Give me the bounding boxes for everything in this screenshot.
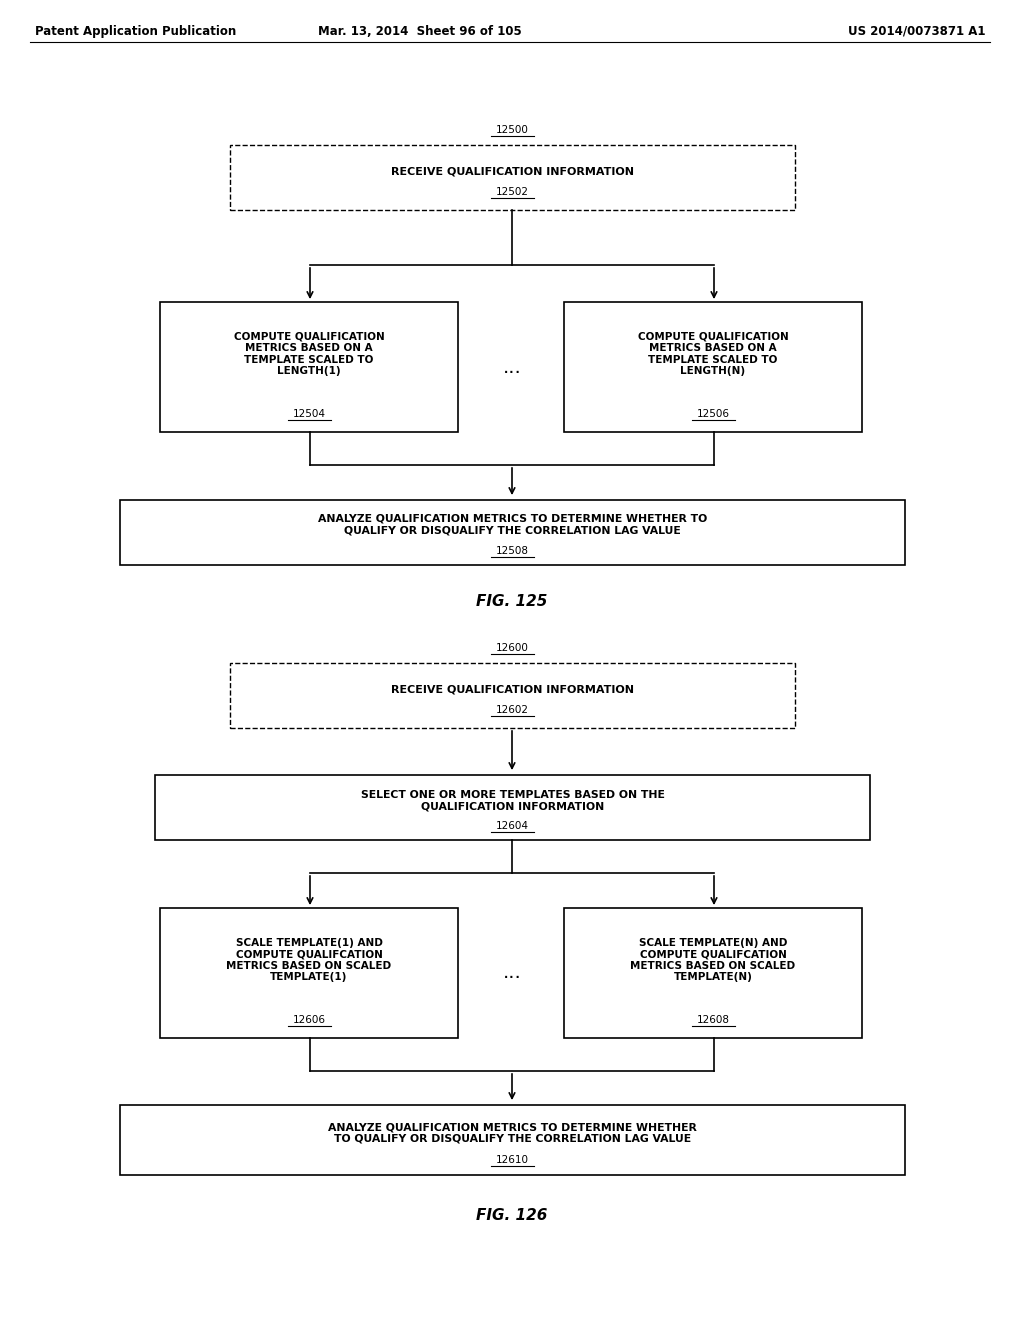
Text: Patent Application Publication: Patent Application Publication [35,25,237,38]
Text: SCALE TEMPLATE(N) AND
COMPUTE QUALIFCATION
METRICS BASED ON SCALED
TEMPLATE(N): SCALE TEMPLATE(N) AND COMPUTE QUALIFCATI… [631,937,796,982]
Text: 12508: 12508 [496,546,529,556]
Text: 12502: 12502 [496,187,529,197]
Text: ANALYZE QUALIFICATION METRICS TO DETERMINE WHETHER
TO QUALIFY OR DISQUALIFY THE : ANALYZE QUALIFICATION METRICS TO DETERMI… [328,1122,697,1144]
FancyBboxPatch shape [155,775,870,840]
Text: ...: ... [503,358,521,376]
Text: SCALE TEMPLATE(1) AND
COMPUTE QUALIFCATION
METRICS BASED ON SCALED
TEMPLATE(1): SCALE TEMPLATE(1) AND COMPUTE QUALIFCATI… [226,937,391,982]
Text: ...: ... [503,964,521,982]
Text: COMPUTE QUALIFICATION
METRICS BASED ON A
TEMPLATE SCALED TO
LENGTH(N): COMPUTE QUALIFICATION METRICS BASED ON A… [638,331,788,376]
Text: SELECT ONE OR MORE TEMPLATES BASED ON THE
QUALIFICATION INFORMATION: SELECT ONE OR MORE TEMPLATES BASED ON TH… [360,791,665,812]
Text: 12606: 12606 [293,1015,326,1026]
Text: 12600: 12600 [496,643,528,653]
Text: 12608: 12608 [696,1015,729,1026]
Text: FIG. 126: FIG. 126 [476,1208,548,1222]
Text: US 2014/0073871 A1: US 2014/0073871 A1 [848,25,985,38]
Text: 12500: 12500 [496,125,528,135]
FancyBboxPatch shape [160,908,458,1038]
Text: 12604: 12604 [496,821,529,832]
FancyBboxPatch shape [120,500,905,565]
Text: RECEIVE QUALIFICATION INFORMATION: RECEIVE QUALIFICATION INFORMATION [391,684,634,694]
Text: Mar. 13, 2014  Sheet 96 of 105: Mar. 13, 2014 Sheet 96 of 105 [318,25,522,38]
Text: 12506: 12506 [696,409,729,418]
FancyBboxPatch shape [564,302,862,432]
Text: COMPUTE QUALIFICATION
METRICS BASED ON A
TEMPLATE SCALED TO
LENGTH(1): COMPUTE QUALIFICATION METRICS BASED ON A… [233,331,384,376]
Text: 12610: 12610 [496,1155,529,1166]
Text: 12504: 12504 [293,409,326,418]
FancyBboxPatch shape [160,302,458,432]
Text: RECEIVE QUALIFICATION INFORMATION: RECEIVE QUALIFICATION INFORMATION [391,166,634,176]
Text: FIG. 125: FIG. 125 [476,594,548,610]
FancyBboxPatch shape [120,1105,905,1175]
FancyBboxPatch shape [230,145,795,210]
Text: 12602: 12602 [496,705,529,715]
FancyBboxPatch shape [230,663,795,729]
FancyBboxPatch shape [564,908,862,1038]
Text: ANALYZE QUALIFICATION METRICS TO DETERMINE WHETHER TO
QUALIFY OR DISQUALIFY THE : ANALYZE QUALIFICATION METRICS TO DETERMI… [317,513,708,536]
